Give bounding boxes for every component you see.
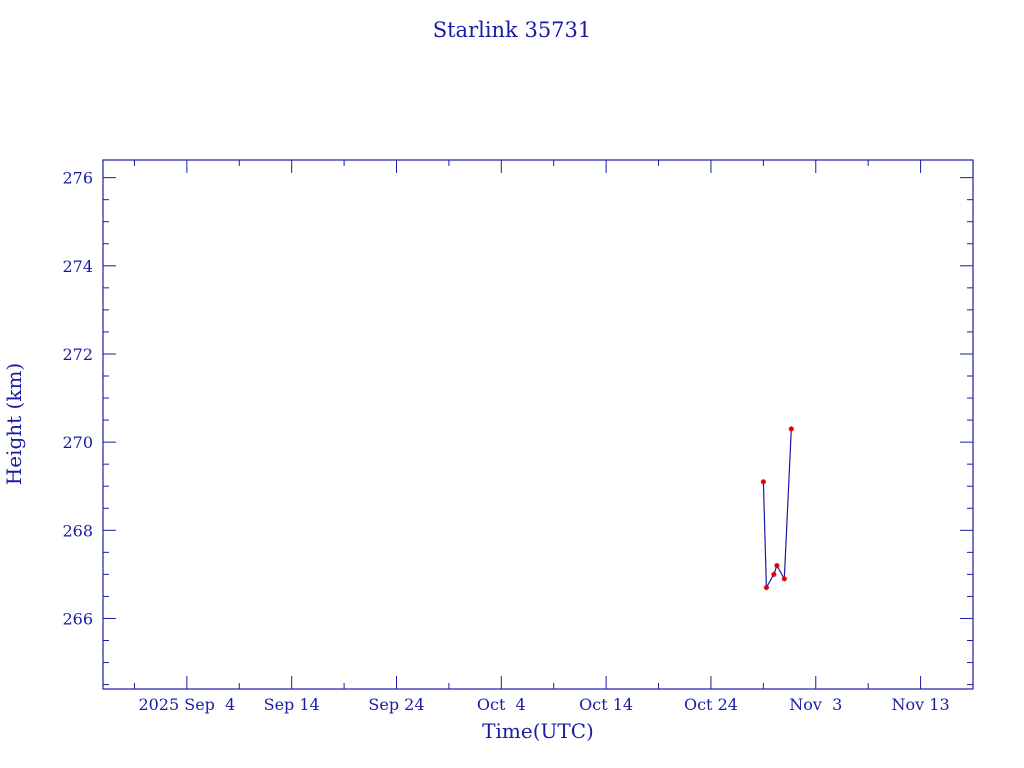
y-axis: 266 268 270 272 274 276 xyxy=(62,169,973,686)
data-point xyxy=(788,426,794,432)
y-tick-label: 266 xyxy=(62,609,93,628)
y-axis-label: Height (km) xyxy=(2,363,26,485)
y-tick-label: 276 xyxy=(62,169,93,188)
data-point xyxy=(763,585,770,591)
series-line xyxy=(762,428,792,590)
chart-title: Starlink 35731 xyxy=(433,18,592,42)
data-point xyxy=(774,562,780,569)
x-tick-label: Nov 3 xyxy=(789,695,842,714)
y-tick-label: 270 xyxy=(62,433,93,452)
x-tick-label: Oct 4 xyxy=(477,695,526,714)
x-tick-label: Sep 14 xyxy=(264,695,320,714)
data-point xyxy=(781,576,787,582)
data-point xyxy=(771,571,777,577)
x-tick-label: 2025 Sep 4 xyxy=(138,695,235,714)
y-tick-label: 268 xyxy=(62,521,93,540)
x-tick-label: Oct 14 xyxy=(579,695,633,714)
y-tick-label: 272 xyxy=(62,345,93,364)
x-tick-label: Oct 24 xyxy=(684,695,738,714)
y-tick-label: 274 xyxy=(62,257,93,276)
x-axis: 2025 Sep 4 Sep 14 Sep 24 Oct 4 Oct 14 Oct 24 N… xyxy=(133,160,974,714)
x-tick-label: Sep 24 xyxy=(368,695,424,714)
data-point xyxy=(760,479,766,485)
x-tick-label: Nov 13 xyxy=(892,695,950,714)
plot-frame xyxy=(102,159,974,690)
plot-series xyxy=(760,426,794,591)
x-axis-label: Time(UTC) xyxy=(482,719,594,743)
